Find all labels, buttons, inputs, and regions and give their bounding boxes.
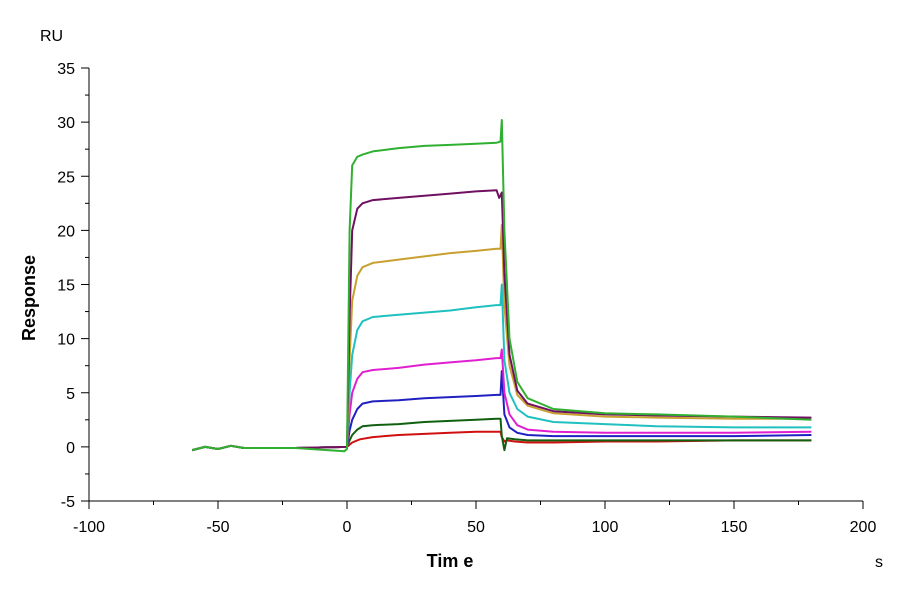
x-tick-label: 50 bbox=[467, 519, 485, 536]
y-axis-title: Response bbox=[19, 255, 39, 341]
series-line-2 bbox=[191, 417, 812, 452]
x-unit-label: s bbox=[875, 554, 883, 571]
x-tick-label: -100 bbox=[73, 519, 105, 536]
x-tick-label: 150 bbox=[721, 519, 748, 536]
x-axis-title: Tim e bbox=[427, 551, 474, 571]
x-axis: -100 -50 0 50 100 150 200 bbox=[73, 500, 876, 536]
x-ticks: -100 -50 0 50 100 150 200 bbox=[73, 501, 876, 536]
x-tick-label: 0 bbox=[343, 519, 352, 536]
y-tick-label: 35 bbox=[57, 61, 75, 78]
x-tick-label: -50 bbox=[206, 519, 229, 536]
y-ticks: -5 0 5 10 15 20 25 30 35 bbox=[57, 61, 89, 511]
y-tick-label: 15 bbox=[57, 278, 75, 295]
y-tick-label: 25 bbox=[57, 169, 75, 186]
y-axis: -5 0 5 10 15 20 25 30 35 bbox=[57, 61, 90, 511]
y-tick-label: 30 bbox=[57, 115, 75, 132]
y-tick-label: 0 bbox=[66, 440, 75, 457]
x-tick-label: 200 bbox=[850, 519, 877, 536]
series-line-8 bbox=[191, 119, 812, 453]
y-tick-label: 10 bbox=[57, 332, 75, 349]
y-unit-label: RU bbox=[40, 28, 63, 45]
y-tick-label: -5 bbox=[61, 494, 75, 511]
y-tick-label: 5 bbox=[66, 386, 75, 403]
x-tick-label: 100 bbox=[592, 519, 619, 536]
y-tick-label: 20 bbox=[57, 223, 75, 240]
series-layer bbox=[191, 119, 812, 453]
